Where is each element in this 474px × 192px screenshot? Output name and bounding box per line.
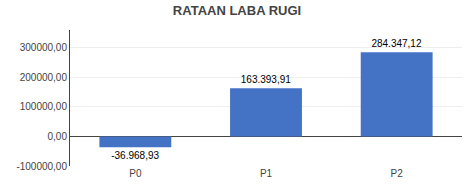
svg-text:-100000,00: -100000,00	[16, 161, 67, 172]
svg-text:200000,00: 200000,00	[20, 72, 68, 83]
svg-text:284.347,12: 284.347,12	[371, 38, 421, 49]
svg-text:P2: P2	[391, 168, 404, 179]
svg-text:P1: P1	[260, 168, 273, 179]
svg-text:163.393,91: 163.393,91	[241, 74, 291, 85]
svg-text:0,00: 0,00	[48, 131, 68, 142]
svg-text:100000,00: 100000,00	[20, 101, 68, 112]
svg-text:P0: P0	[129, 168, 142, 179]
svg-text:300000,00: 300000,00	[20, 42, 68, 53]
svg-text:-36.968,93: -36.968,93	[111, 150, 159, 161]
svg-text:RATAAN LABA RUGI: RATAAN LABA RUGI	[173, 3, 301, 18]
